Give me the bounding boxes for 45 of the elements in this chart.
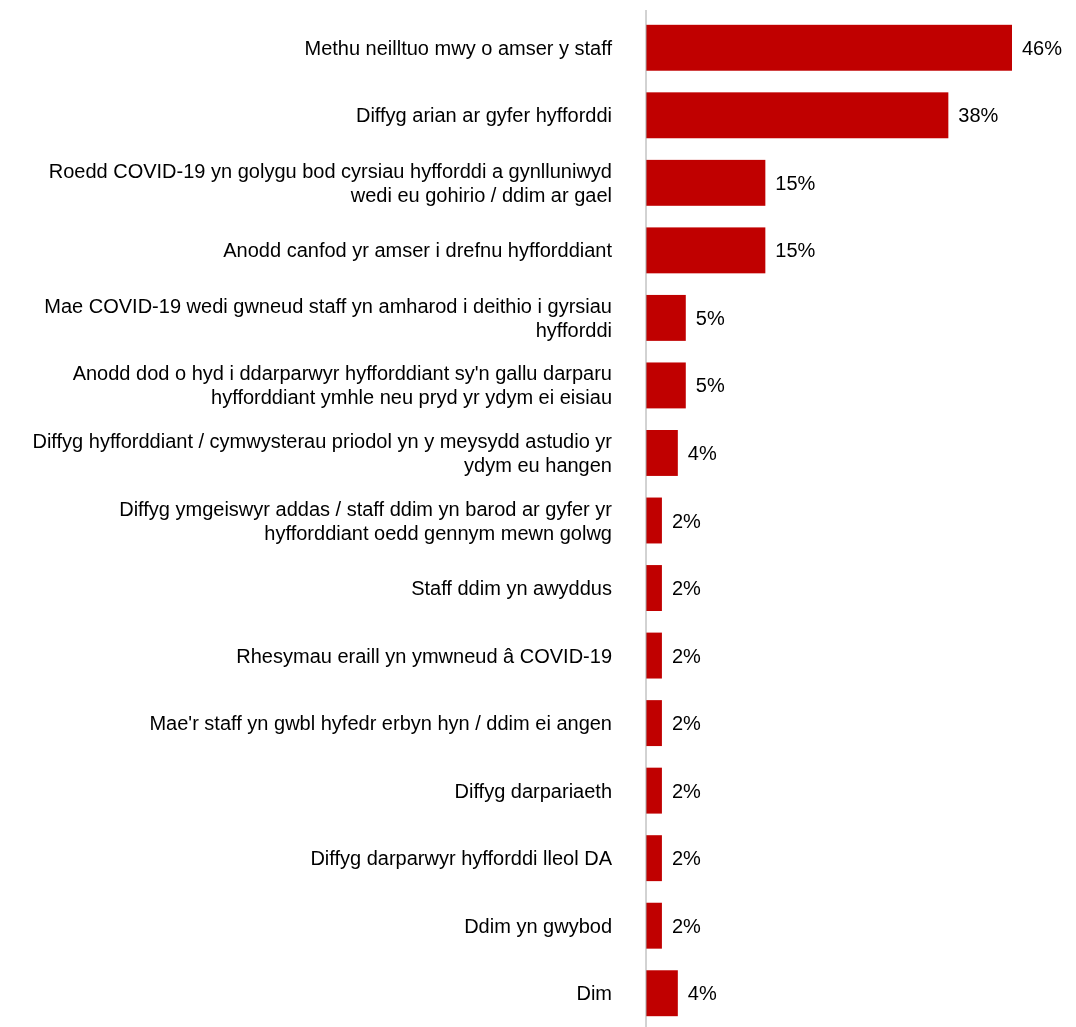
bar — [646, 497, 662, 544]
y-tick-label: Anodd canfod yr amser i drefnu hyfforddiant — [223, 239, 613, 262]
y-tick-label: Methu neilltuo mwy o amser y staff — [304, 36, 613, 59]
data-label: 5% — [695, 374, 725, 397]
y-tick-label: Dim — [576, 982, 612, 1005]
y-tick-label: Mae COVID-19 wedi gwneud staff yn amharod i deithio i gyrsiau hyfforddi — [44, 294, 612, 341]
y-tick-label: Diffyg arian ar gyfer hyfforddi — [355, 104, 612, 127]
data-label: 2% — [671, 914, 702, 937]
y-tick-label: Diffyg darparwyr hyfforddi lleol DA — [310, 847, 613, 870]
data-label: 5% — [695, 306, 725, 329]
y-tick-label: Diffyg ymgeiswyr addas / staff ddim yn barod ar gyfer yr hyfforddiant oedd gennym mewn golwg — [119, 497, 613, 544]
y-tick-label: Rhesymau eraill yn ymwneud â COVID-19 — [236, 644, 612, 667]
bar — [646, 700, 662, 747]
data-label: 46% — [1022, 36, 1063, 59]
data-label: 15% — [775, 239, 816, 262]
bar — [646, 430, 678, 476]
data-label: 2% — [671, 712, 702, 735]
bar — [646, 632, 662, 679]
bar — [646, 159, 766, 206]
bar — [646, 294, 686, 341]
data-label: 2% — [671, 644, 702, 667]
data-label: 2% — [671, 509, 702, 532]
y-tick-label: Ddim yn gwybod — [464, 914, 612, 937]
bar — [646, 835, 662, 882]
bar — [646, 227, 766, 274]
data-label: 2% — [671, 779, 702, 802]
bar — [646, 565, 662, 611]
y-tick-label: Mae'r staff yn gwbl hyfedr erbyn hyn / ddim ei angen — [149, 712, 612, 735]
data-label: 4% — [687, 441, 717, 464]
y-tick-label: Diffyg darpariaeth — [454, 779, 612, 802]
bar — [646, 92, 949, 139]
bar — [646, 902, 662, 949]
y-tick-label: Anodd dod o hyd i ddarparwyr hyfforddiant sy'n gallu darparu hyfforddiant ymhle neu pryd yr ydym ei eisiau — [72, 362, 612, 409]
data-label: 15% — [775, 171, 816, 194]
y-tick-label: Diffyg hyfforddiant / cymwysterau priodol yn y meysydd astudio yr ydym eu hangen — [32, 429, 613, 476]
data-label: 38% — [958, 104, 999, 127]
bar — [646, 362, 686, 409]
data-label: 2% — [671, 577, 702, 600]
y-tick-label: Roedd COVID-19 yn golygu bod cyrsiau hyfforddi a gynlluniwyd wedi eu gohirio / ddim ar gael — [48, 159, 612, 206]
data-label: 4% — [687, 982, 717, 1005]
data-label: 2% — [671, 847, 702, 870]
bar — [646, 970, 678, 1017]
bar — [646, 24, 1012, 71]
y-tick-label: Staff ddim yn awyddus — [411, 577, 612, 600]
bar — [646, 767, 662, 814]
